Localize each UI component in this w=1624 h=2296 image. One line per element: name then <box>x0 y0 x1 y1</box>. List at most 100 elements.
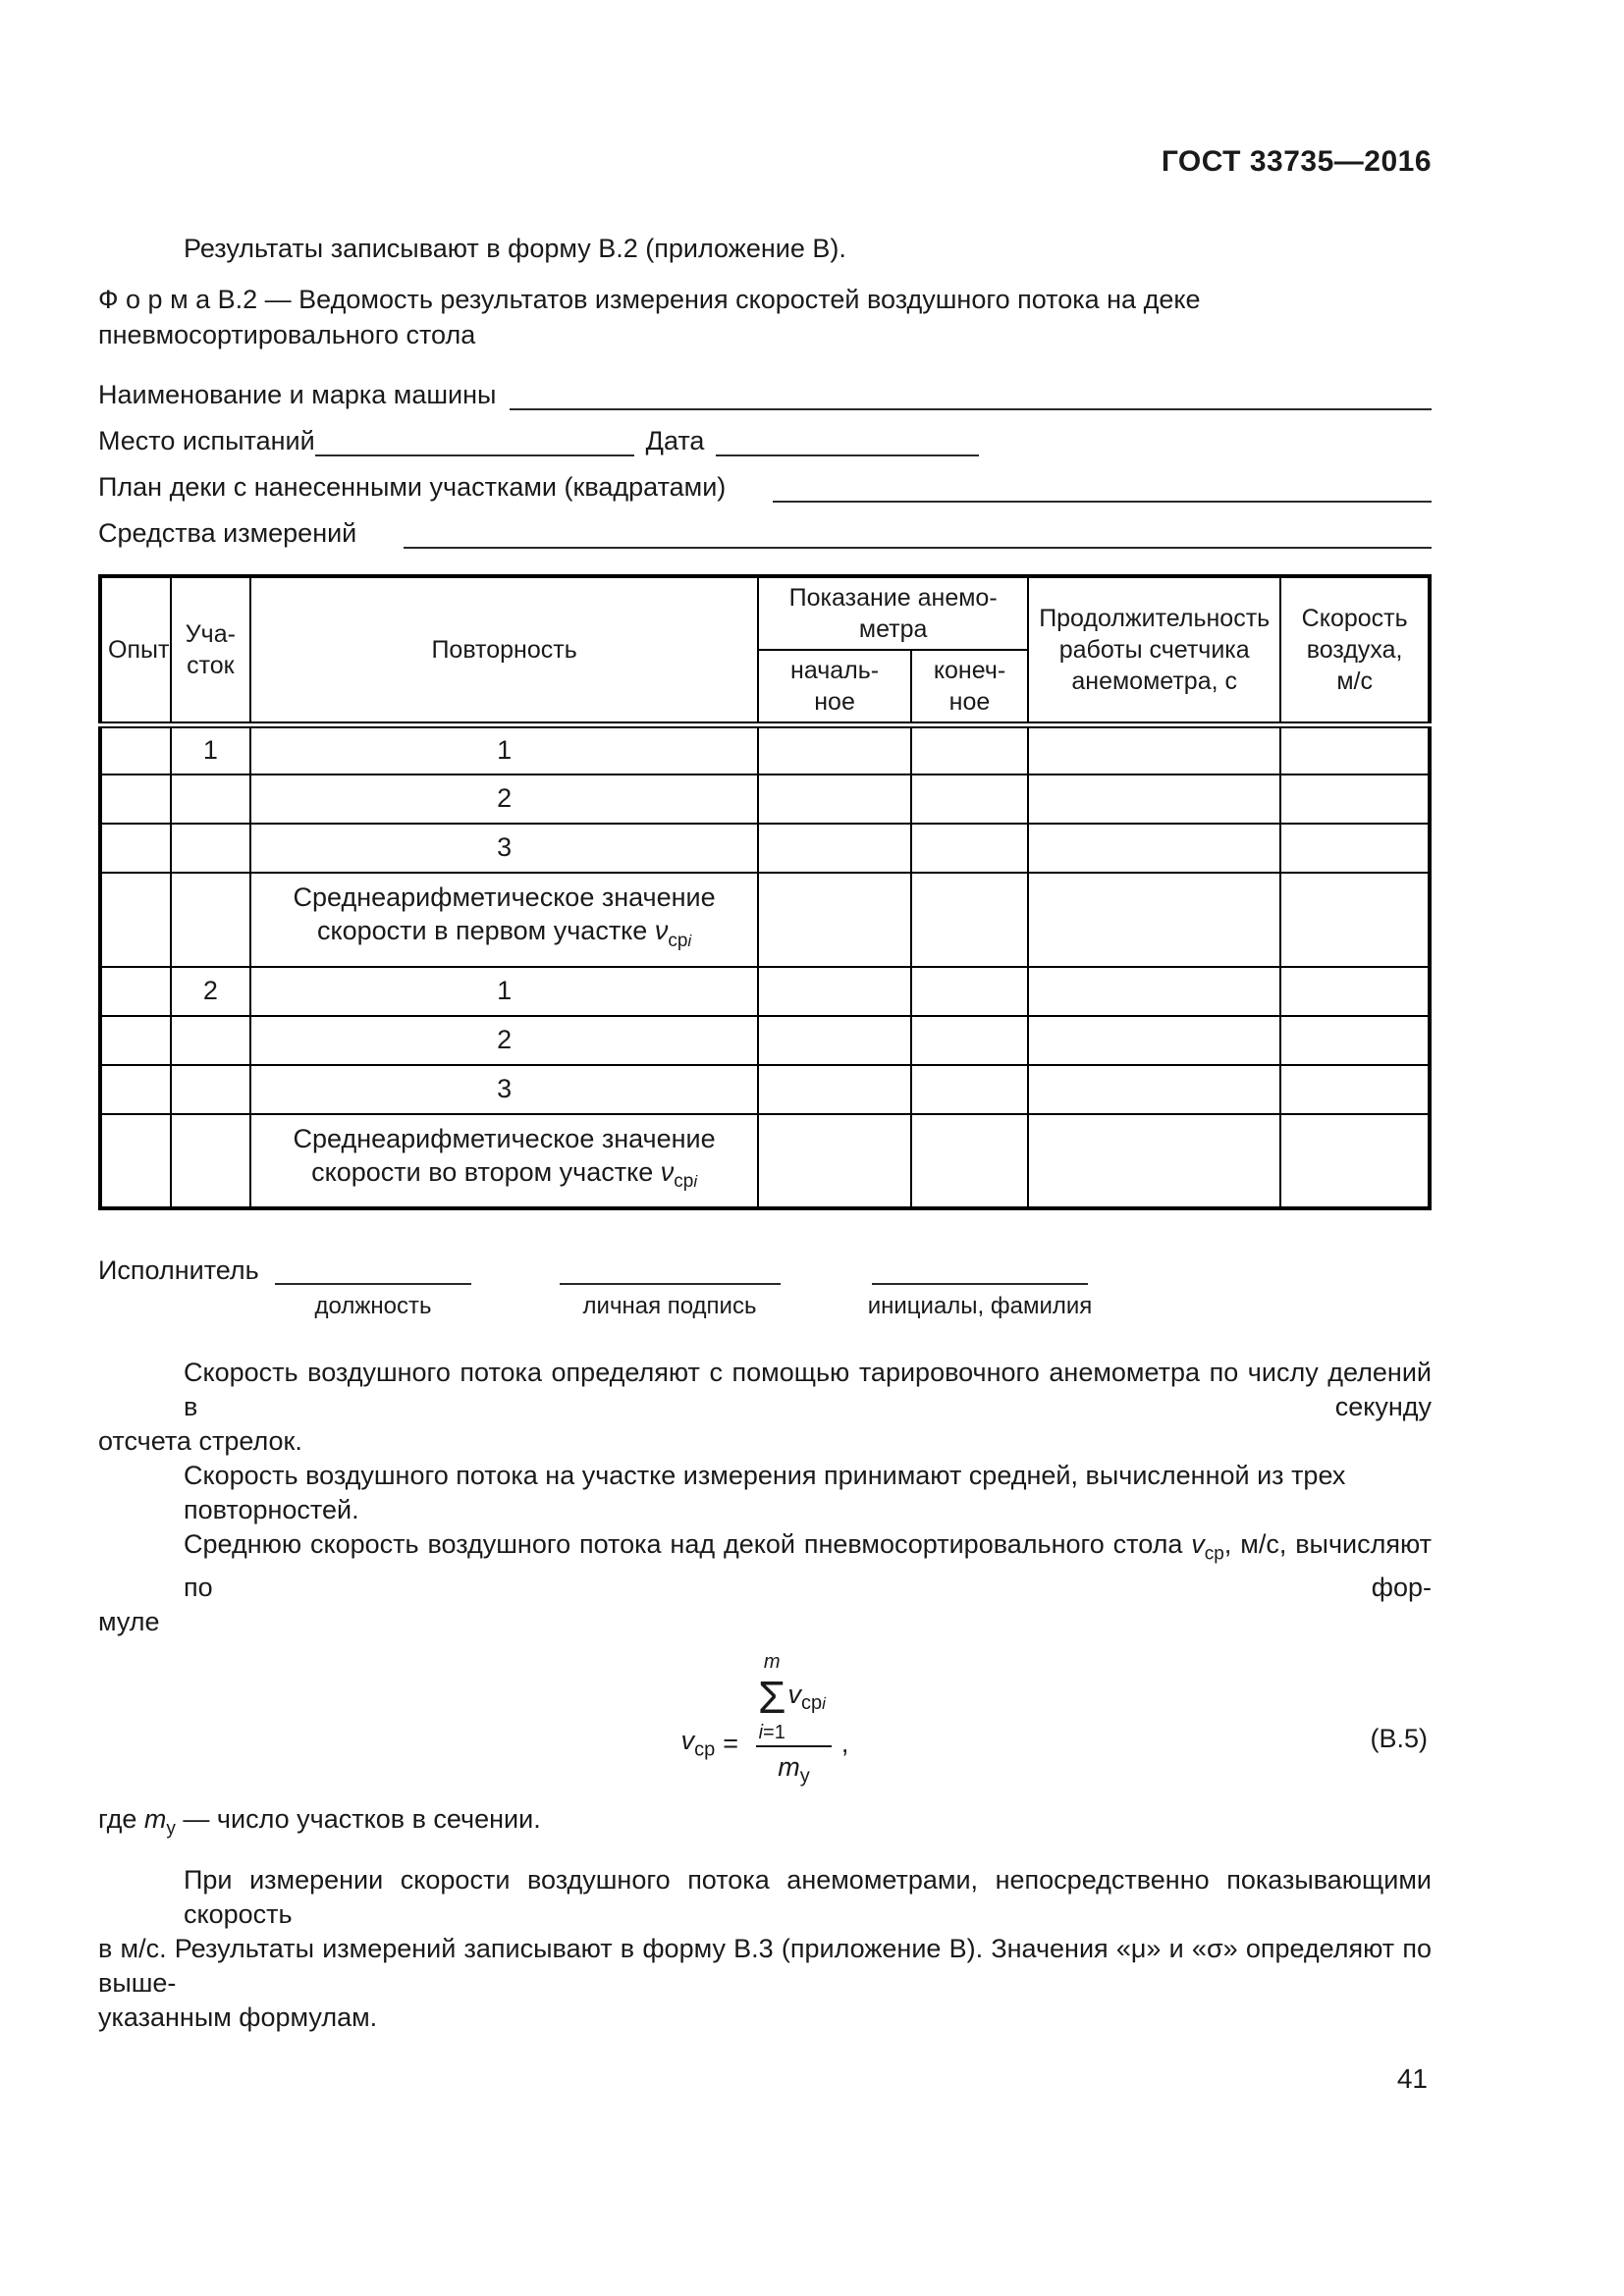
field-place-date: Место испытаний Дата <box>98 410 1432 456</box>
paragraph-line: Скорость воздушного потока на участке из… <box>184 1460 1346 1524</box>
body-text: Скорость воздушного потока определяют с … <box>98 1356 1432 1639</box>
table-row-average-2: Среднеарифметическое значение скорости в… <box>99 1112 1431 1209</box>
col-uchastok-header: Уча- сток <box>169 575 251 726</box>
paragraph-line: отсчета стрелок. <box>98 1425 302 1456</box>
cell-povtor: 1 <box>248 721 760 775</box>
field-place-label: Место испытаний <box>98 426 315 455</box>
executor-label: Исполнитель <box>98 1255 259 1285</box>
col-opyt-header: Опыт <box>99 575 172 726</box>
cell-dur <box>1027 1014 1282 1066</box>
field-instruments: Средства измерений <box>98 503 1432 549</box>
field-date-label: Дата <box>645 426 705 455</box>
formula-b5: vср = m Σ i=1 vсрi mу , (В.5) <box>98 1645 1432 1802</box>
cell-average-label: Среднеарифметическое значение скорости в… <box>248 1112 760 1209</box>
paragraph-line: Среднюю скорость воздушного потока над д… <box>184 1528 1432 1602</box>
caption-signature: личная подпись <box>582 1292 757 1319</box>
cell-povtor: 3 <box>248 822 760 874</box>
cell-povtor: 2 <box>248 773 760 825</box>
summation: m Σ i=1 <box>758 1650 786 1743</box>
table-row: 1 1 <box>99 721 1431 775</box>
caption-name: инициалы, фамилия <box>867 1292 1093 1319</box>
page-number: 41 <box>1396 2063 1428 2094</box>
form-fields: Наименование и марка машины Место испыта… <box>98 364 1432 549</box>
field-machine-label: Наименование и марка машины <box>98 380 497 409</box>
paragraph-line: муле <box>98 1606 160 1636</box>
caption-position: должность <box>314 1292 432 1319</box>
field-date-blank <box>716 425 980 456</box>
field-plan-blank <box>773 471 1432 503</box>
paragraph-line: Скорость воздушного потока определяют с … <box>184 1357 1432 1421</box>
cell-opyt <box>99 822 172 874</box>
cell-povtor: 2 <box>248 1014 760 1066</box>
cell-opyt <box>99 721 172 775</box>
cell-speed <box>1279 1014 1431 1066</box>
cell-kon <box>909 822 1030 874</box>
cell-speed <box>1279 721 1431 775</box>
cell-uchastok: 1 <box>169 721 251 775</box>
closing-text: При измерении скорости воздушного потока… <box>98 1863 1432 2035</box>
field-plan-label: План деки с нанесенными участками (квадр… <box>98 472 727 502</box>
cell-kon <box>909 1112 1030 1209</box>
table-row-average-1: Среднеарифметическое значение скорости в… <box>99 871 1431 968</box>
cell-opyt <box>99 1112 172 1209</box>
paragraph-line: в м/с. Результаты измерений записывают в… <box>98 1934 1432 1999</box>
cell-speed <box>1279 1112 1431 1209</box>
executor-name-blank <box>872 1282 1088 1285</box>
cell-kon <box>909 965 1030 1017</box>
cell-uchastok <box>169 1014 251 1066</box>
cell-dur <box>1027 822 1282 874</box>
cell-uchastok <box>169 1112 251 1209</box>
cell-average-label: Среднеарифметическое значение скорости в… <box>248 871 760 968</box>
standard-designation: ГОСТ 33735—2016 <box>1161 145 1432 178</box>
executor-position-blank <box>275 1282 471 1285</box>
cell-opyt <box>99 1014 172 1066</box>
executor-signature-blank <box>560 1282 781 1285</box>
where-clause: где mу — число участков в сечении. <box>98 1803 541 1840</box>
cell-uchastok <box>169 822 251 874</box>
intro-paragraph: Результаты записывают в форму В.2 (прило… <box>184 234 846 263</box>
cell-kon <box>909 1063 1030 1115</box>
cell-povtor: 3 <box>248 1063 760 1115</box>
cell-povtor: 1 <box>248 965 760 1017</box>
cell-speed <box>1279 822 1431 874</box>
cell-kon <box>909 721 1030 775</box>
fraction: m Σ i=1 vсрi mу <box>756 1651 832 1793</box>
cell-kon <box>909 773 1030 825</box>
equation-number: (В.5) <box>1370 1723 1428 1753</box>
form-b2-title: Ф о р м а В.2 — Ведомость результатов из… <box>98 285 1201 349</box>
table-row: 2 1 <box>99 965 1431 1017</box>
paragraph-line: указанным формулам. <box>98 2002 378 2033</box>
cell-nach <box>757 721 912 775</box>
cell-kon <box>909 1014 1030 1066</box>
cell-speed <box>1279 965 1431 1017</box>
denominator: mу <box>778 1751 810 1788</box>
cell-dur <box>1027 773 1282 825</box>
cell-nach <box>757 871 912 968</box>
cell-dur <box>1027 721 1282 775</box>
formula-lhs: vср <box>680 1726 716 1761</box>
formula-comma: , <box>840 1729 849 1759</box>
cell-nach <box>757 1063 912 1115</box>
cell-nach <box>757 1014 912 1066</box>
numerator-variable: vсрi <box>787 1679 826 1715</box>
cell-dur <box>1027 1112 1282 1209</box>
col-anemometer-header: Показание анемо- метра <box>757 575 1030 651</box>
col-duration-header: Продолжительность работы счетчика анемом… <box>1027 575 1282 726</box>
table-row: 2 <box>99 773 1431 825</box>
field-machine-blank <box>510 379 1432 410</box>
cell-nach <box>757 1112 912 1209</box>
cell-speed <box>1279 773 1431 825</box>
cell-uchastok <box>169 773 251 825</box>
cell-speed <box>1279 1063 1431 1115</box>
field-place-blank <box>314 425 634 456</box>
executor-signature-block: Исполнитель должность личная подпись ини… <box>98 1254 1432 1338</box>
col-povtornost-header: Повторность <box>248 575 760 726</box>
cell-kon <box>909 871 1030 968</box>
cell-nach <box>757 822 912 874</box>
cell-dur <box>1027 871 1282 968</box>
cell-speed <box>1279 871 1431 968</box>
table-header-row-2: началь- ное конеч- ное <box>100 649 1430 726</box>
cell-uchastok: 2 <box>169 965 251 1017</box>
cell-opyt <box>99 871 172 968</box>
